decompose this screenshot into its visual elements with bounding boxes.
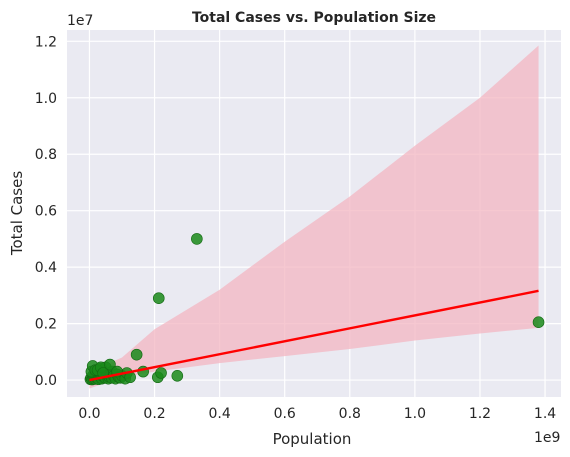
y-tick-label: 0.0 <box>35 373 57 389</box>
y-axis-label: Total Cases <box>8 171 26 257</box>
chart-title: Total Cases vs. Population Size <box>192 10 436 26</box>
scatter-point <box>191 233 202 244</box>
x-tick-label: 0.8 <box>339 406 361 422</box>
x-axis-multiplier: 1e9 <box>534 430 560 446</box>
y-tick-label: 1.0 <box>35 91 57 107</box>
y-axis-multiplier: 1e7 <box>67 13 93 29</box>
scatter-point <box>172 370 183 381</box>
x-tick-label: 1.4 <box>534 406 556 422</box>
y-tick-label: 0.6 <box>35 204 57 220</box>
scatter-point <box>153 293 164 304</box>
x-tick-label: 0.4 <box>208 406 230 422</box>
y-tick-label: 0.4 <box>35 260 57 276</box>
y-tick-labels: 0.0 0.2 0.4 0.6 0.8 1.0 1.2 <box>35 34 57 389</box>
y-tick-label: 1.2 <box>35 34 57 50</box>
x-tick-label: 1.0 <box>404 406 426 422</box>
y-tick-label: 0.2 <box>35 317 57 333</box>
scatter-point <box>156 368 167 379</box>
x-tick-label: 0.2 <box>143 406 165 422</box>
x-tick-label: 0.0 <box>78 406 100 422</box>
x-tick-labels: 0.0 0.2 0.4 0.6 0.8 1.0 1.2 1.4 <box>78 406 556 422</box>
scatter-point <box>533 317 544 328</box>
x-tick-label: 0.6 <box>274 406 296 422</box>
x-axis-label: Population <box>273 430 352 448</box>
y-tick-label: 0.8 <box>35 147 57 163</box>
scatter-point <box>131 349 142 360</box>
x-tick-label: 1.2 <box>469 406 491 422</box>
